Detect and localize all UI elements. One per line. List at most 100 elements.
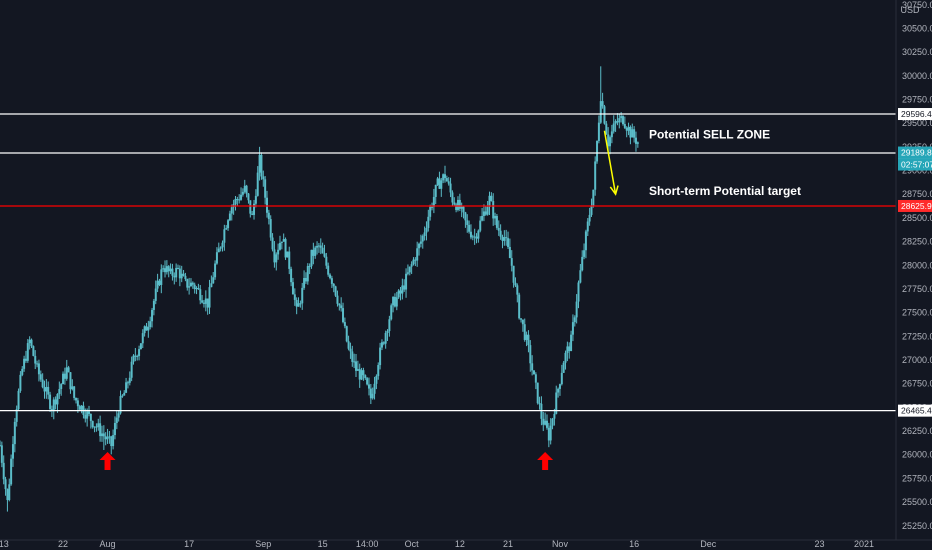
candle-body	[510, 258, 513, 266]
candle-body	[164, 268, 167, 273]
candle-body	[299, 303, 302, 305]
candle-body	[4, 479, 7, 490]
candle-body	[26, 343, 29, 361]
candle-body	[23, 358, 26, 369]
candle-body	[50, 408, 53, 412]
candle-body	[78, 406, 81, 410]
candle-body	[495, 215, 498, 228]
candle-body	[360, 370, 363, 380]
candle-body	[468, 224, 471, 232]
candle-body	[616, 121, 619, 123]
target-line-price-label: 28625.9	[898, 199, 932, 212]
candle-body	[512, 265, 515, 283]
candle-body	[8, 484, 11, 501]
candle-body	[520, 318, 523, 320]
candle-body	[343, 322, 346, 327]
candle-body	[484, 211, 487, 215]
candles-layer	[0, 66, 639, 512]
candle-body	[325, 256, 328, 266]
candle-body	[447, 181, 450, 184]
candle-body	[199, 289, 202, 301]
candle-body	[312, 249, 315, 256]
candle-body	[63, 373, 66, 379]
candle-body	[182, 273, 185, 276]
candle-body	[551, 418, 554, 426]
candle-body	[560, 372, 563, 385]
time-tick-label: Oct	[405, 539, 420, 549]
current-price-label: 29189.8	[898, 146, 932, 159]
candle-body	[54, 399, 57, 405]
candle-body	[488, 195, 491, 207]
candle-body	[84, 414, 87, 419]
candle-body	[594, 161, 597, 190]
time-tick-label: 22	[58, 539, 68, 549]
candle-body	[60, 384, 63, 390]
candle-body	[106, 436, 109, 440]
candle-body	[169, 268, 172, 272]
candle-body	[104, 436, 107, 440]
candle-body	[2, 462, 5, 480]
price-tick-label: 28250.0	[902, 237, 932, 247]
candle-body	[475, 236, 478, 239]
time-axis-ticks[interactable]: 13 22 Aug 17 Sep 15 14:00 Oct 12 21 Nov 16 Dec 23 2021	[0, 539, 874, 549]
candle-body	[249, 200, 252, 214]
candle-body	[384, 332, 387, 344]
candle-body	[566, 346, 569, 353]
candle-body	[47, 386, 50, 395]
candle-body	[41, 379, 44, 388]
candle-body	[353, 361, 356, 363]
candle-body	[388, 319, 391, 332]
candle-body	[269, 219, 272, 238]
candle-body	[117, 413, 120, 418]
price-tick-label: 26000.0	[902, 450, 932, 460]
candle-body	[369, 388, 372, 399]
time-tick-label: Sep	[255, 539, 271, 549]
candle-body	[36, 363, 39, 365]
candle-body	[178, 268, 181, 279]
candle-body	[501, 236, 504, 241]
candle-body	[188, 286, 191, 288]
candle-body	[86, 411, 89, 419]
candle-body	[151, 309, 154, 322]
candle-body	[531, 363, 534, 371]
candle-body	[123, 392, 126, 396]
candle-body	[425, 227, 428, 233]
candle-body	[321, 247, 324, 254]
candle-body	[392, 296, 395, 306]
candle-body	[240, 194, 243, 200]
candle-body	[410, 264, 413, 267]
candle-body	[544, 420, 547, 425]
time-tick-label: 15	[318, 539, 328, 549]
candle-body	[492, 201, 495, 219]
candle-body	[241, 191, 244, 195]
support-line-price-label: 26465.4	[898, 404, 932, 417]
candle-body	[449, 183, 452, 193]
candle-body	[330, 278, 333, 284]
candle-body	[347, 341, 350, 349]
candle-body	[113, 422, 116, 436]
down-arrow-shaft	[603, 130, 617, 195]
candle-body	[191, 282, 194, 285]
candle-body	[253, 203, 256, 215]
candle-body	[453, 202, 456, 205]
price-axis-panel[interactable]	[896, 0, 932, 540]
candle-body	[316, 245, 319, 248]
candle-body	[0, 445, 3, 463]
target-line-price-label-text: 28625.9	[901, 201, 932, 211]
candle-body	[473, 236, 476, 238]
candle-body	[329, 274, 332, 279]
price-tick-label: 28750.0	[902, 189, 932, 199]
candle-body	[356, 369, 359, 371]
candle-body	[256, 172, 259, 196]
candle-body	[228, 213, 231, 221]
candle-body	[291, 282, 294, 295]
candle-body	[434, 184, 437, 197]
candle-body	[247, 193, 250, 201]
candle-body	[379, 347, 382, 366]
candle-body	[421, 235, 424, 242]
candle-body	[349, 348, 352, 352]
candle-body	[236, 199, 239, 201]
candle-body	[481, 215, 484, 221]
